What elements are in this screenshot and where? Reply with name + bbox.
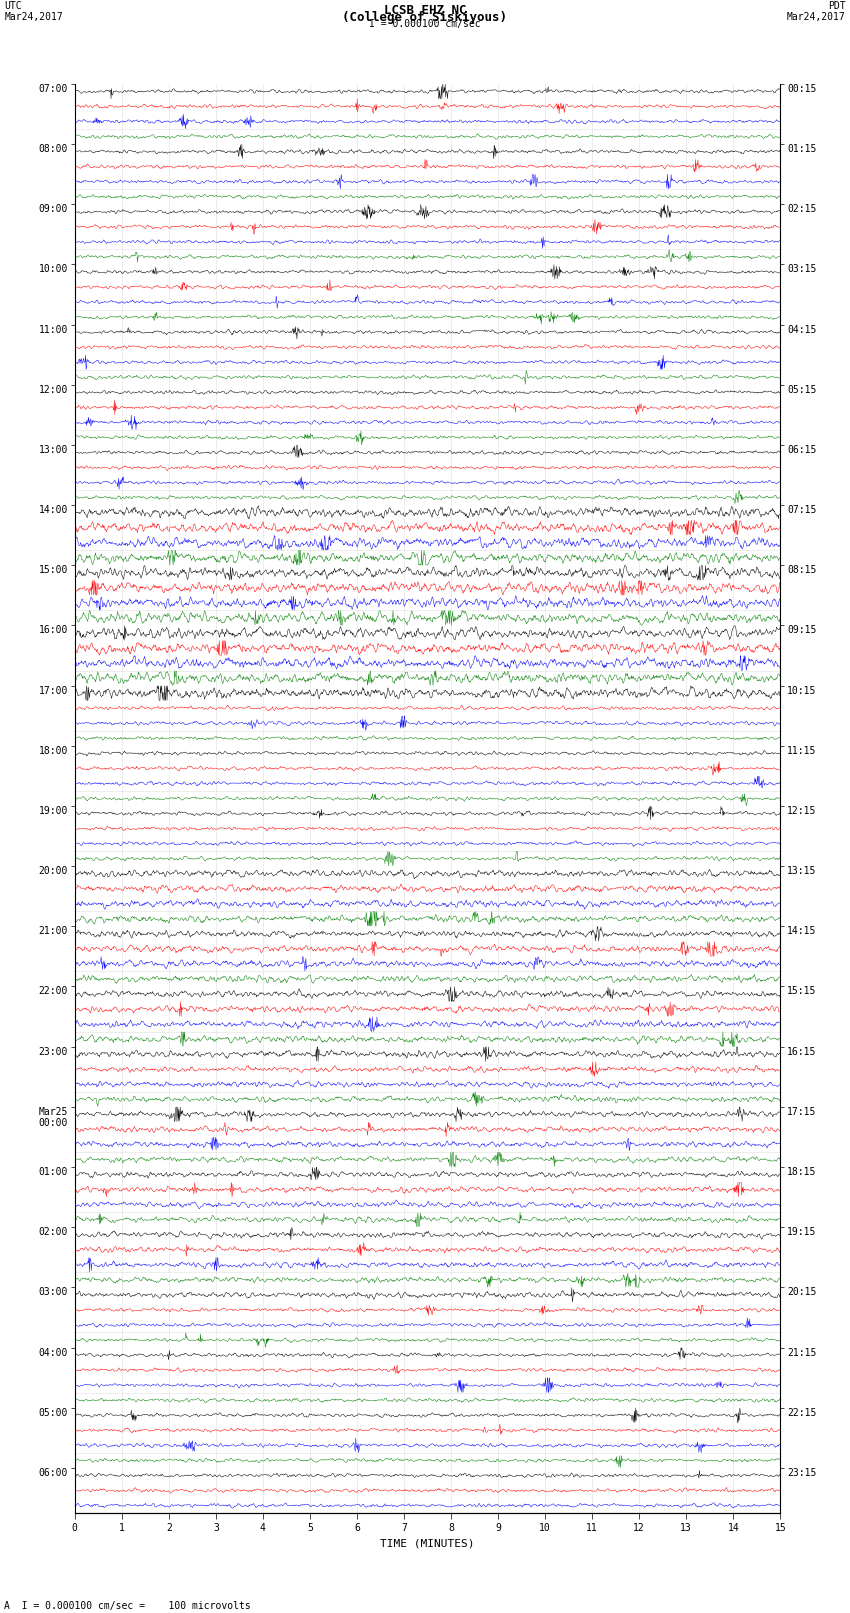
Text: I = 0.000100 cm/sec: I = 0.000100 cm/sec — [369, 18, 481, 29]
X-axis label: TIME (MINUTES): TIME (MINUTES) — [380, 1539, 475, 1548]
Text: A  I = 0.000100 cm/sec =    100 microvolts: A I = 0.000100 cm/sec = 100 microvolts — [4, 1602, 251, 1611]
Text: PDT
Mar24,2017: PDT Mar24,2017 — [787, 0, 846, 23]
Text: LCSB EHZ NC: LCSB EHZ NC — [383, 5, 467, 18]
Text: (College of Siskiyous): (College of Siskiyous) — [343, 11, 507, 24]
Text: UTC
Mar24,2017: UTC Mar24,2017 — [4, 0, 63, 23]
